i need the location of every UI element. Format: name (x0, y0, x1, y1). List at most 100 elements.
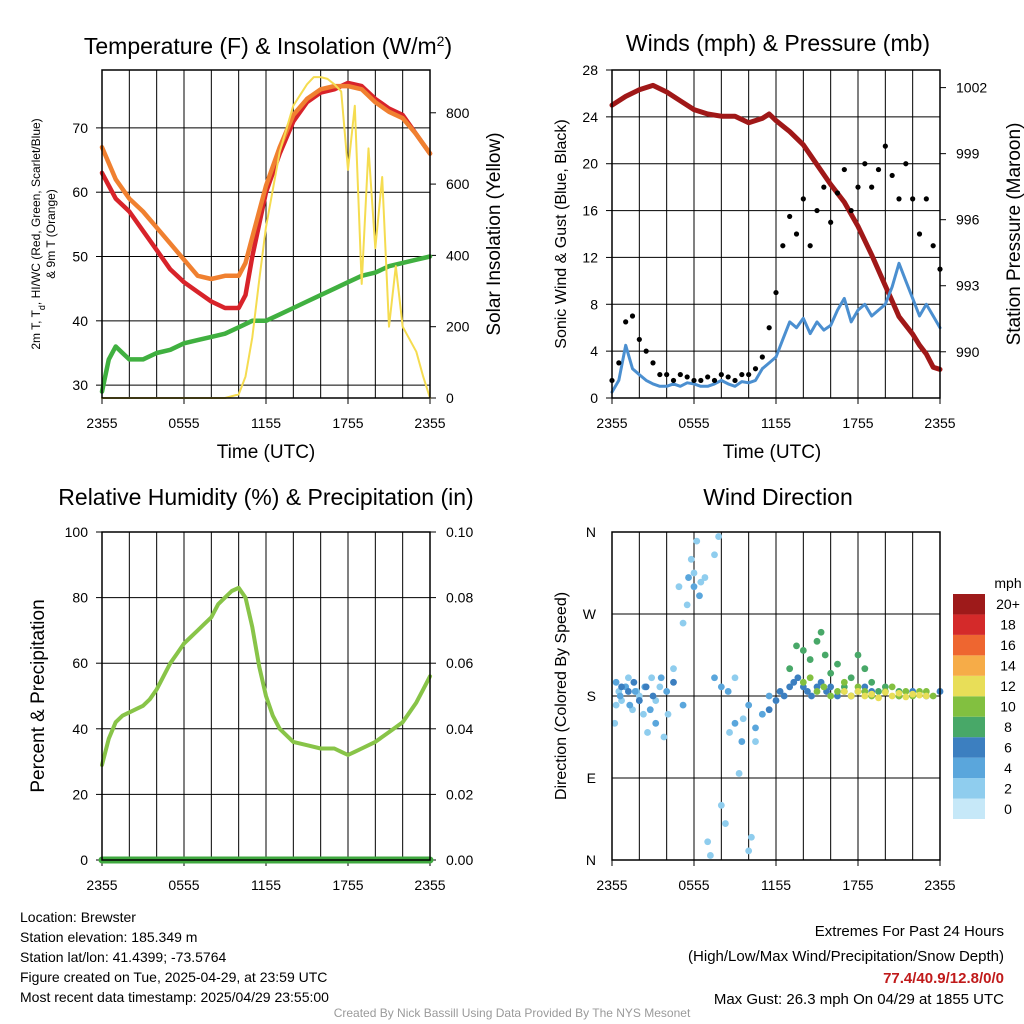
direction-point (854, 651, 862, 659)
direction-point (715, 533, 722, 540)
gust-point (698, 377, 704, 384)
direction-point (726, 729, 733, 736)
y-tick-label: 20 (582, 156, 598, 172)
colorbar-segment (953, 757, 985, 779)
direction-point (840, 688, 848, 695)
y-tick-label: 24 (582, 109, 598, 125)
x-tick-label: 1155 (761, 415, 791, 431)
direction-point (840, 678, 848, 686)
x-tick-label: 1155 (251, 415, 281, 431)
gust-point (718, 371, 724, 378)
direction-point (827, 669, 835, 677)
direction-point (685, 574, 692, 581)
direction-point (618, 683, 625, 691)
direction-point (648, 674, 656, 682)
series-line-3 (101, 76, 431, 399)
direction-point (895, 689, 903, 697)
extremes-values: 77.4/40.9/12.8/0/0 (883, 970, 1004, 987)
gust-point (800, 196, 806, 202)
y-axis-label-line1: 2m T, Td, HI/WC (Red, Green, Scarlet/Blu… (29, 118, 47, 349)
series-line-2 (99, 254, 433, 394)
direction-point (701, 574, 709, 581)
x-tick-label: 2355 (414, 415, 445, 431)
y-axis-label: Percent & Precipitation (28, 599, 49, 792)
direction-point (875, 688, 882, 695)
y-tick-label: 12 (582, 249, 598, 265)
y-right-tick-label: 999 (956, 146, 980, 162)
x-tick-label: 2355 (86, 415, 117, 431)
station-latlon: Station lat/lon: 41.4399; -73.5764 (20, 949, 227, 965)
gust-point (657, 371, 663, 378)
colorbar-label: 18 (1000, 617, 1016, 633)
y-right-tick-label: 996 (956, 212, 980, 228)
y-tick-label: 28 (582, 62, 598, 78)
y-right-tick-label: 0.02 (446, 786, 473, 802)
gust-point (916, 231, 923, 237)
colorbar-segment (953, 634, 985, 656)
direction-point (711, 551, 718, 559)
gust-point (834, 190, 841, 196)
direction-point (799, 678, 807, 686)
x-tick-label: 1755 (842, 415, 873, 431)
direction-point (630, 678, 638, 686)
gust-point (841, 166, 847, 173)
colorbar-label: 14 (1000, 658, 1016, 674)
direction-point (827, 692, 835, 700)
y-right-tick-label: 990 (956, 344, 980, 360)
chart-title: Relative Humidity (%) & Precipitation (i… (58, 484, 473, 510)
gust-point (773, 289, 779, 296)
y-tick-label: 100 (65, 524, 89, 540)
gust-point (807, 243, 813, 249)
y-tick-label: 8 (590, 296, 598, 312)
direction-point (827, 683, 835, 691)
y-tick-label: 60 (72, 184, 88, 200)
plot-border (611, 69, 941, 399)
colorbar-segment (953, 798, 985, 819)
gust-point (787, 213, 793, 220)
colorbar-segment (953, 716, 985, 738)
x-tick-label: 2355 (924, 877, 955, 893)
gust-point (903, 161, 909, 167)
chart-title: Temperature (F) & Insolation (W/m2) (84, 33, 452, 59)
gust-point (910, 196, 916, 202)
direction-point (861, 692, 869, 700)
direction-point (922, 692, 930, 700)
gust-point (705, 374, 711, 380)
gust-point (636, 336, 642, 343)
station-info: Location: Brewster Station elevation: 18… (20, 907, 329, 1007)
direction-point (847, 692, 855, 700)
y-axis-label: Direction (Colored By Speed) (553, 592, 570, 800)
gust-point (875, 166, 882, 173)
humidity-precipitation-panel: 2355 0555 1155 1755 2355 0 20 40 60 80 100 0.00 0.02… (28, 484, 474, 893)
gust-point (793, 231, 800, 237)
x-tick-label: 2355 (596, 877, 627, 893)
direction-point (687, 555, 695, 563)
direction-point (635, 697, 643, 704)
x-tick-label: 1755 (332, 877, 363, 893)
direction-point (875, 694, 882, 702)
direction-point (679, 619, 687, 627)
gust-point (739, 371, 745, 378)
direction-point (776, 688, 784, 695)
direction-point (786, 665, 794, 673)
direction-point (731, 674, 739, 682)
direction-point (799, 647, 807, 654)
direction-point (625, 688, 632, 695)
x-tick-label: 2355 (414, 877, 445, 893)
direction-point (808, 692, 815, 700)
gust-point (923, 196, 929, 202)
direction-point (683, 601, 691, 609)
y-axis-label-line2: & 9m T (Orange) (44, 189, 58, 279)
direction-point (790, 678, 798, 686)
direction-point (888, 683, 896, 691)
gust-point (746, 371, 752, 378)
direction-point (717, 683, 725, 691)
direction-point (881, 688, 889, 696)
y-label-subscript: d (37, 305, 47, 310)
title-end: ) (444, 33, 452, 59)
colorbar-segment (953, 696, 985, 717)
direction-point (861, 665, 869, 673)
gust-point (869, 184, 875, 190)
y-right-axis-label: Solar Insolation (Yellow) (484, 132, 505, 335)
